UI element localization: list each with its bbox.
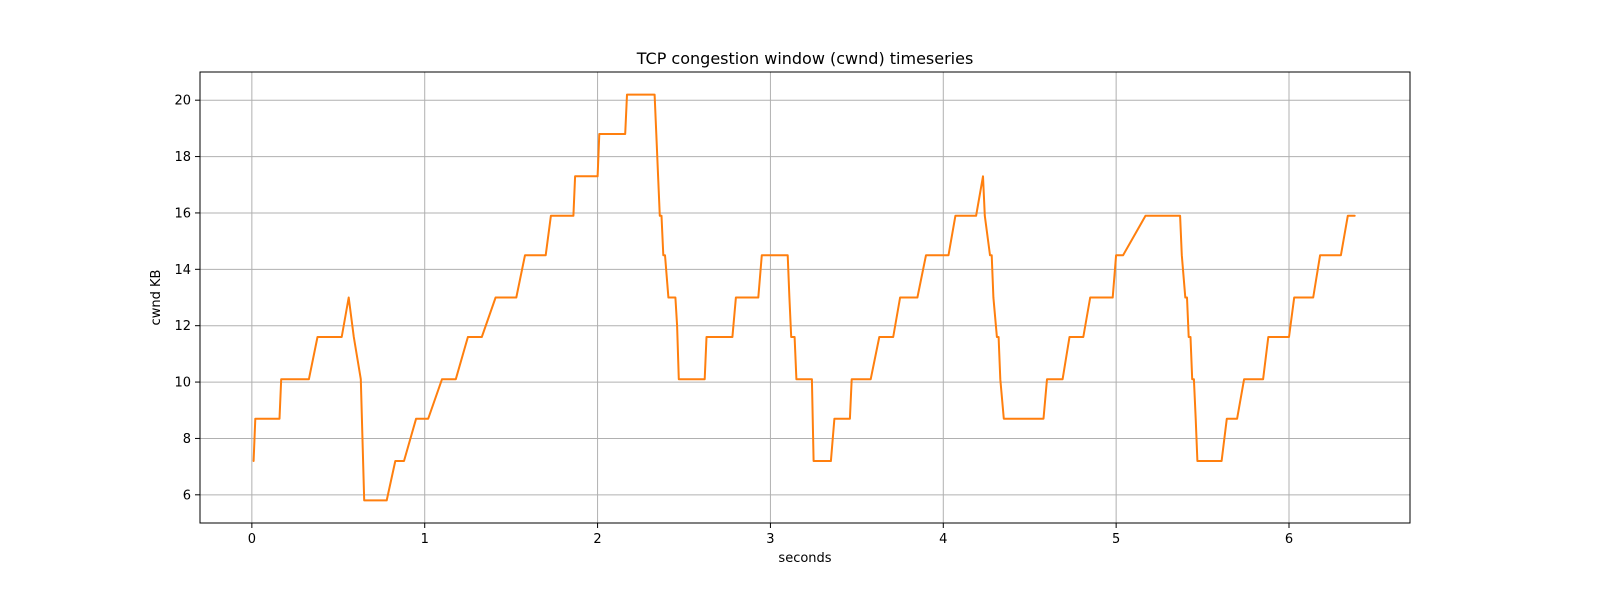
y-tick-label: 6 xyxy=(183,488,191,503)
chart-title: TCP congestion window (cwnd) timeseries xyxy=(636,49,974,68)
x-tick-label: 0 xyxy=(248,532,256,547)
y-tick-label: 18 xyxy=(174,150,191,165)
x-axis-label: seconds xyxy=(778,551,831,566)
y-tick-label: 10 xyxy=(174,376,191,391)
y-tick-label: 12 xyxy=(174,319,191,334)
series-layer xyxy=(252,93,1356,502)
y-tick-label: 16 xyxy=(174,206,191,221)
x-tick-label: 5 xyxy=(1112,532,1120,547)
x-tick-label: 6 xyxy=(1285,532,1293,547)
grid xyxy=(200,72,1410,523)
x-tick-label: 4 xyxy=(939,532,947,547)
x-tick-label: 2 xyxy=(593,532,601,547)
y-tick-label: 8 xyxy=(183,432,191,447)
y-tick-label: 14 xyxy=(174,263,191,278)
cwnd-series-line xyxy=(252,93,1356,502)
plot-frame xyxy=(199,71,1411,524)
x-tick-label: 3 xyxy=(766,532,774,547)
x-tick-label: 1 xyxy=(421,532,429,547)
y-tick-label: 20 xyxy=(174,94,191,109)
y-axis-label: cwnd KB xyxy=(149,270,164,326)
